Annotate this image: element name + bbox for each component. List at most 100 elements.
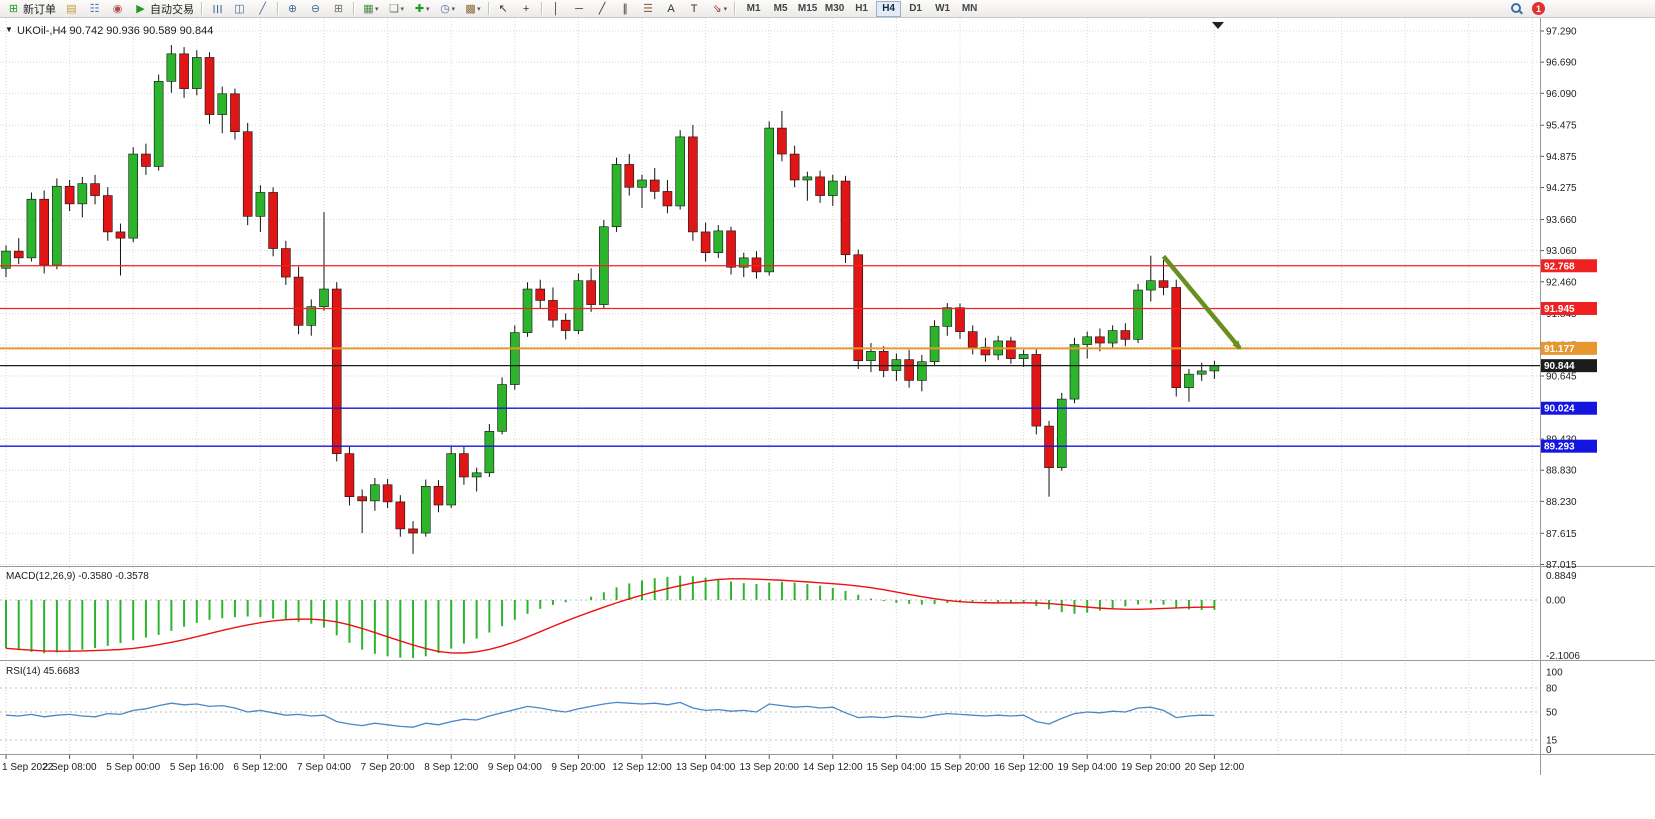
vertical-line-icon: │: [552, 2, 560, 15]
new-order-button[interactable]: ⊞ 新订单: [2, 1, 60, 17]
channel-icon[interactable]: ∥: [614, 1, 637, 17]
bar-chart-icon[interactable]: ☰: [205, 1, 228, 17]
chart-shift-marker[interactable]: [1212, 22, 1224, 29]
candle: [382, 479, 393, 509]
navigator-icon[interactable]: ◉: [106, 1, 129, 17]
candle: [1209, 360, 1220, 379]
chart-canvas: 97.290 96.690 96.090 95.475 94.875 94.275 93.6…: [0, 18, 1655, 775]
rsi-axis-label: 100: [1546, 668, 1563, 679]
dropdown-caret-icon: ▾: [723, 5, 728, 13]
price-axis-label: 94.275: [1546, 183, 1577, 194]
time-axis-label: 8 Sep 12:00: [424, 762, 478, 773]
timeframe-mn[interactable]: MN: [961, 2, 978, 14]
fibonacci-icon[interactable]: ☰: [637, 1, 660, 17]
candle: [1018, 349, 1029, 367]
candle: [331, 282, 342, 462]
candle: [853, 249, 864, 369]
candle: [141, 143, 151, 175]
price-tag-89.293: 89.293: [1541, 439, 1597, 453]
candle: [649, 168, 660, 200]
candle: [433, 480, 444, 513]
timeframe-m5[interactable]: M5: [773, 2, 788, 14]
trendline-icon[interactable]: ╱: [591, 1, 614, 17]
candle: [904, 349, 914, 388]
timeframe-h1[interactable]: H1: [855, 2, 868, 14]
time-axis-label: 7 Sep 04:00: [297, 762, 351, 773]
arrows-tool-icon: ⇘: [712, 2, 722, 15]
timeframe-h4[interactable]: H4: [876, 0, 902, 17]
candle: [408, 521, 418, 554]
candle: [255, 185, 266, 232]
candle: [268, 187, 278, 257]
time-axis-label: 2 Sep 08:00: [43, 762, 97, 773]
timeframe-group: M1 M5 M15 M30 H1 H4 D1 W1 MN: [740, 0, 983, 17]
periods-icon[interactable]: ◷ ▾: [434, 1, 460, 17]
time-axis-label: 16 Sep 12:00: [994, 762, 1054, 773]
candle: [90, 174, 100, 205]
candle: [293, 266, 304, 335]
candle: [357, 489, 367, 534]
timeframe-d1[interactable]: D1: [909, 2, 922, 14]
autotrade-button[interactable]: ▶ 自动交易: [129, 1, 198, 17]
candle: [967, 325, 978, 355]
line-chart-icon[interactable]: ╱: [251, 1, 274, 17]
candle: [153, 74, 164, 171]
zoom-in-icon: ⊕: [287, 2, 298, 15]
market-watch-icon[interactable]: ☷: [83, 1, 106, 17]
cursor-icon[interactable]: ↖: [492, 1, 515, 17]
candlestick-chart-icon[interactable]: ◫: [228, 1, 251, 17]
dropdown-caret-icon: ▾: [400, 5, 405, 13]
candle: [179, 47, 189, 98]
tile-windows-icon[interactable]: ⊞: [327, 1, 350, 17]
candle: [1044, 420, 1054, 497]
trend-arrow[interactable]: [1161, 254, 1242, 350]
timeframe-w1[interactable]: W1: [935, 2, 951, 14]
bar-chart-icon: ☰: [210, 3, 223, 14]
candle: [522, 282, 533, 337]
candle: [166, 44, 177, 93]
candle: [560, 313, 571, 340]
price-axis-label: 87.015: [1546, 560, 1577, 571]
timeframe-m30[interactable]: M30: [824, 2, 845, 14]
price-axis[interactable]: 97.290 96.690 96.090 95.475 94.875 94.275 93.6…: [1541, 26, 1577, 571]
candle: [624, 154, 635, 196]
time-axis-label: 15 Sep 20:00: [930, 762, 990, 773]
notification-badge[interactable]: 1: [1532, 2, 1545, 15]
horizontal-line-icon[interactable]: ─: [568, 1, 591, 17]
zoom-in-icon[interactable]: ⊕: [281, 1, 304, 17]
tile-windows-icon: ⊞: [333, 2, 344, 15]
toolbar-separator: [353, 2, 354, 15]
svg-text:91.177: 91.177: [1544, 344, 1575, 355]
channel-icon: ∥: [622, 2, 628, 15]
rsi-line: [5, 701, 1215, 728]
zoom-out-icon[interactable]: ⊖: [304, 1, 327, 17]
timeframe-m15[interactable]: M15: [797, 2, 818, 14]
candle: [128, 147, 138, 243]
candle: [344, 446, 355, 506]
crosshair-icon[interactable]: +: [515, 1, 538, 17]
search-icon[interactable]: [1510, 2, 1523, 15]
timeframe-m1[interactable]: M1: [746, 2, 761, 14]
candle: [917, 354, 927, 392]
chart-area: 97.290 96.690 96.090 95.475 94.875 94.275 93.6…: [0, 18, 1655, 819]
text-label-icon[interactable]: T: [683, 1, 706, 17]
charts-toolbar-icon[interactable]: ▤: [60, 1, 83, 17]
price-tag-91.945: 91.945: [1541, 301, 1597, 315]
toolbar-separator: [277, 2, 278, 15]
profiles-icon[interactable]: ❏ ▾: [383, 1, 409, 17]
candle: [1133, 283, 1143, 344]
new-chart-icon[interactable]: ▦ ▾: [357, 1, 383, 17]
candle: [535, 279, 546, 309]
rsi-label: RSI(14) 45.6683: [6, 666, 80, 677]
candle: [306, 299, 317, 336]
candle: [726, 226, 736, 275]
templates-icon[interactable]: ▩ ▾: [459, 1, 485, 17]
arrows-tool-icon[interactable]: ⇘ ▾: [706, 1, 732, 17]
autotrade-button-label: 自动交易: [150, 3, 194, 16]
one-click-trading-toggle[interactable]: ▼: [5, 25, 13, 34]
indicators-icon[interactable]: ✚ ▾: [408, 1, 434, 17]
candle: [459, 446, 469, 485]
text-icon[interactable]: A: [660, 1, 683, 17]
vertical-line-icon[interactable]: │: [545, 1, 568, 17]
